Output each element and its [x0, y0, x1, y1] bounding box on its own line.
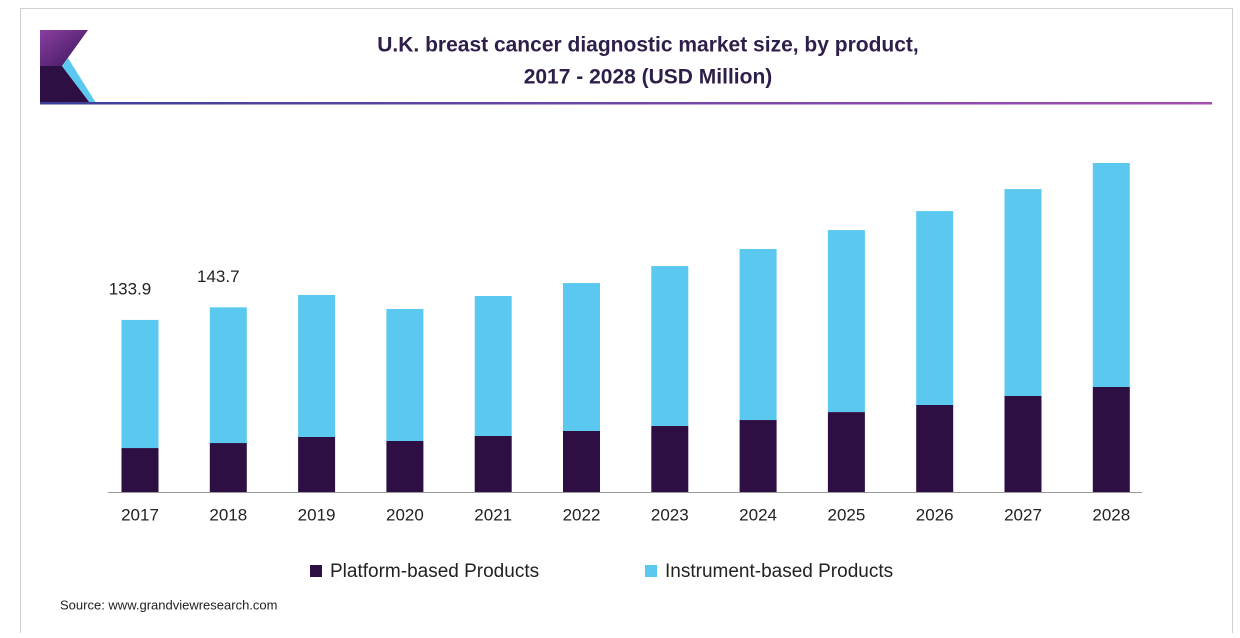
bar-segment [386, 440, 424, 492]
bar-segment [651, 266, 689, 426]
legend-swatch [645, 565, 657, 577]
header-rule [40, 102, 1212, 105]
frame [20, 8, 1233, 638]
bar-segment [916, 211, 954, 405]
logo [40, 30, 96, 103]
bar-segment [563, 283, 600, 431]
bar-segment [298, 436, 336, 492]
x-tick-label: 2027 [1004, 505, 1042, 524]
bar-segment [121, 319, 159, 449]
bar-segment [739, 420, 777, 492]
legend-label: Instrument-based Products [665, 561, 893, 582]
x-tick-label: 2024 [739, 505, 777, 524]
bar-segment [1004, 395, 1042, 492]
bar-segment [298, 294, 336, 437]
data-label: 133.9 [109, 279, 152, 298]
x-tick-label: 2028 [1092, 505, 1130, 524]
bar-segment [563, 430, 600, 492]
legend-label: Platform-based Products [330, 561, 539, 582]
x-tick-label: 2018 [209, 505, 247, 524]
chart-title: 2017 - 2028 (USD Million) [524, 66, 773, 89]
source: Source: www.grandviewresearch.com [60, 597, 277, 612]
bar-segment [209, 307, 247, 444]
x-tick-label: 2017 [121, 505, 159, 524]
bar-segment [916, 404, 954, 492]
bar-segment [739, 248, 777, 421]
bar-segment [121, 448, 159, 492]
x-tick-label: 2026 [916, 505, 954, 524]
bar-segment [1004, 189, 1042, 396]
bar-segment [1092, 163, 1130, 388]
bar-segment [474, 296, 512, 436]
bar-segment [651, 425, 689, 492]
bar-segment [474, 435, 512, 492]
bar-segment [1092, 387, 1130, 492]
legend-swatch [310, 565, 322, 577]
x-tick-label: 2019 [298, 505, 336, 524]
x-tick-label: 2022 [563, 505, 601, 524]
x-tick-label: 2021 [474, 505, 512, 524]
x-tick-label: 2023 [651, 505, 689, 524]
bar-segment [386, 308, 424, 441]
x-tick-label: 2020 [386, 505, 424, 524]
data-label: 143.7 [197, 267, 240, 286]
chart-title: U.K. breast cancer diagnostic market siz… [377, 34, 919, 57]
bar-segment [209, 443, 247, 492]
bar-segment [827, 230, 865, 413]
x-tick-label: 2025 [827, 505, 865, 524]
bar-segment [827, 412, 865, 492]
